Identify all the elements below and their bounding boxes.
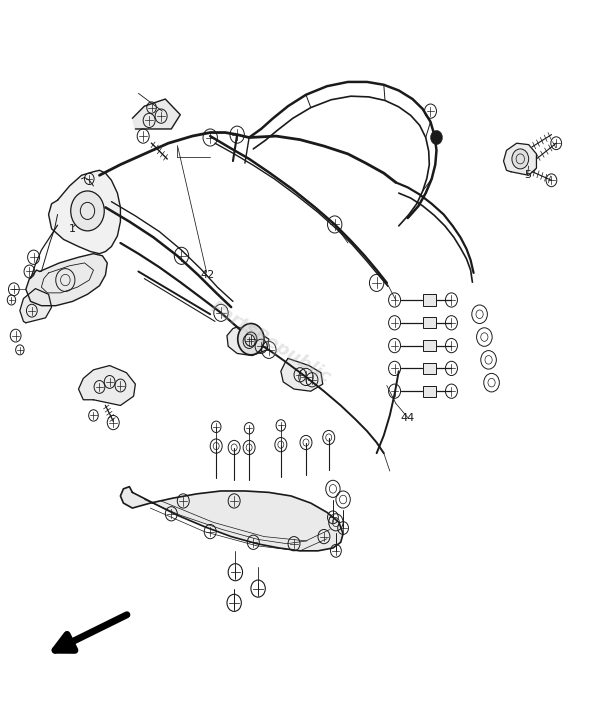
Bar — [423, 340, 436, 351]
Text: 42: 42 — [200, 270, 214, 280]
Circle shape — [512, 149, 529, 169]
Polygon shape — [20, 288, 52, 323]
Polygon shape — [503, 144, 536, 175]
Text: 5: 5 — [524, 170, 531, 180]
Circle shape — [238, 323, 264, 355]
Polygon shape — [26, 253, 107, 306]
Bar — [423, 386, 436, 397]
Polygon shape — [49, 171, 121, 253]
Polygon shape — [227, 327, 269, 356]
Text: 44: 44 — [401, 413, 415, 423]
Bar — [423, 363, 436, 374]
Polygon shape — [79, 366, 136, 406]
Polygon shape — [121, 487, 343, 550]
Polygon shape — [133, 99, 180, 129]
Text: 1: 1 — [69, 223, 76, 233]
Bar — [423, 317, 436, 328]
Text: PartsRepublic: PartsRepublic — [206, 298, 334, 387]
Circle shape — [430, 131, 442, 145]
Bar — [423, 294, 436, 306]
Polygon shape — [281, 358, 323, 391]
Circle shape — [71, 191, 104, 231]
